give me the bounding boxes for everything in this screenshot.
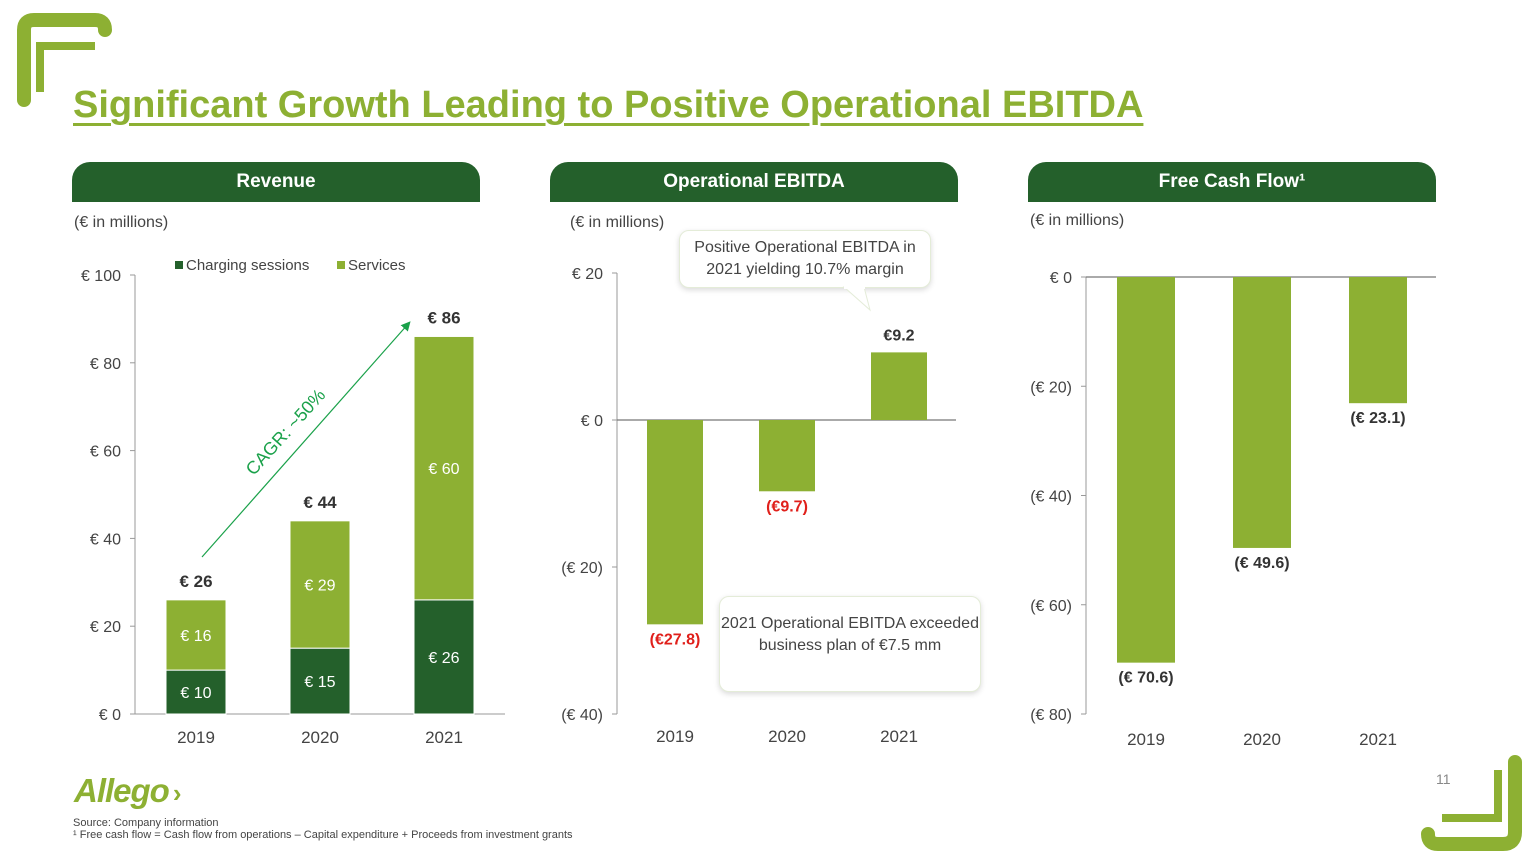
revenue-header: Revenue: [72, 162, 480, 202]
revenue-xtick-label: 2021: [425, 728, 463, 747]
ebitda-ytick-label: (€ 20): [561, 560, 603, 577]
ebitda-xtick-label: 2021: [880, 727, 918, 746]
revenue-segment-label: € 29: [304, 577, 335, 594]
revenue-segment-label: € 60: [428, 461, 459, 478]
fcf-xtick-label: 2019: [1127, 730, 1165, 749]
revenue-bar-services: [413, 335, 475, 601]
revenue-bar-services: [165, 599, 227, 671]
fcf-bar: [1233, 277, 1291, 548]
legend-swatch-charging: [175, 261, 183, 269]
cagr-arrow: [201, 321, 411, 558]
page-title: Significant Growth Leading to Positive O…: [73, 84, 1144, 126]
corner-bracket-top-left: [17, 13, 112, 107]
ebitda-ytick-label: (€ 40): [561, 707, 603, 724]
fcf-bar: [1117, 277, 1175, 663]
fcf-ytick-label: € 0: [1050, 270, 1072, 287]
ebitda-xtick-label: 2019: [656, 727, 694, 746]
corner-bracket-bottom-right: [1421, 755, 1522, 851]
ebitda-bar: [759, 420, 815, 492]
revenue-segment-label: € 26: [428, 650, 459, 667]
fcf-value-label: (€ 70.6): [1118, 670, 1173, 687]
revenue-ytick-label: € 40: [90, 531, 121, 548]
footnote: ¹ Free cash flow = Cash flow from operat…: [73, 829, 573, 841]
ebitda-callout-top: Positive Operational EBITDA in 2021 yiel…: [679, 230, 931, 288]
ebitda-xtick-label: 2020: [768, 727, 806, 746]
source-note: Source: Company information: [73, 817, 219, 829]
legend-swatch-services: [337, 261, 345, 269]
fcf-value-label: (€ 49.6): [1234, 555, 1289, 572]
ebitda-bar: [871, 352, 927, 420]
fcf-value-label: (€ 23.1): [1350, 410, 1405, 427]
revenue-ytick-label: € 20: [90, 619, 121, 636]
ebitda-bar: [647, 420, 703, 625]
revenue-total-label: € 26: [179, 572, 212, 591]
callout-pointer: [842, 286, 871, 312]
ebitda-ytick-label: € 0: [581, 413, 603, 430]
fcf-xtick-label: 2020: [1243, 730, 1281, 749]
revenue-ytick-label: € 0: [99, 707, 121, 724]
legend-label-services: Services: [348, 257, 406, 274]
fcf-xtick-label: 2021: [1359, 730, 1397, 749]
ebitda-value-label: (€27.8): [650, 631, 701, 648]
fcf-bar: [1349, 277, 1407, 404]
fcf-ytick-label: (€ 20): [1030, 379, 1072, 396]
revenue-bar-charging-sessions: [413, 599, 475, 715]
revenue-total-label: € 86: [427, 308, 460, 327]
revenue-segment-label: € 16: [180, 628, 211, 645]
ebitda-ytick-label: € 20: [572, 266, 603, 283]
revenue-ytick-label: € 100: [81, 268, 121, 285]
fcf-ytick-label: (€ 40): [1030, 489, 1072, 506]
revenue-xtick-label: 2019: [177, 728, 215, 747]
fcf-ytick-label: (€ 60): [1030, 598, 1072, 615]
revenue-ytick-label: € 80: [90, 356, 121, 373]
revenue-segment-label: € 10: [180, 685, 211, 702]
ebitda-units: (€ in millions): [570, 214, 665, 231]
fcf-ytick-label: (€ 80): [1030, 707, 1072, 724]
fcf-units: (€ in millions): [1030, 212, 1125, 229]
ebitda-value-label: €9.2: [883, 327, 914, 344]
fcf-header: Free Cash Flow¹: [1028, 162, 1436, 202]
revenue-bar-services: [289, 520, 351, 649]
legend-label-charging: Charging sessions: [186, 257, 309, 274]
revenue-xtick-label: 2020: [301, 728, 339, 747]
ebitda-header: Operational EBITDA: [550, 162, 958, 202]
ebitda-value-label: (€9.7): [766, 498, 808, 515]
revenue-bar-charging-sessions: [165, 669, 227, 715]
ebitda-callout-bottom: 2021 Operational EBITDA exceeded busines…: [719, 596, 981, 692]
revenue-bar-charging-sessions: [289, 647, 351, 715]
revenue-units: (€ in millions): [74, 214, 169, 231]
page-number: 11: [1436, 771, 1451, 787]
revenue-total-label: € 44: [303, 493, 337, 512]
allego-logo: Allego ›: [74, 772, 181, 809]
revenue-segment-label: € 15: [304, 674, 335, 691]
revenue-ytick-label: € 60: [90, 444, 121, 461]
